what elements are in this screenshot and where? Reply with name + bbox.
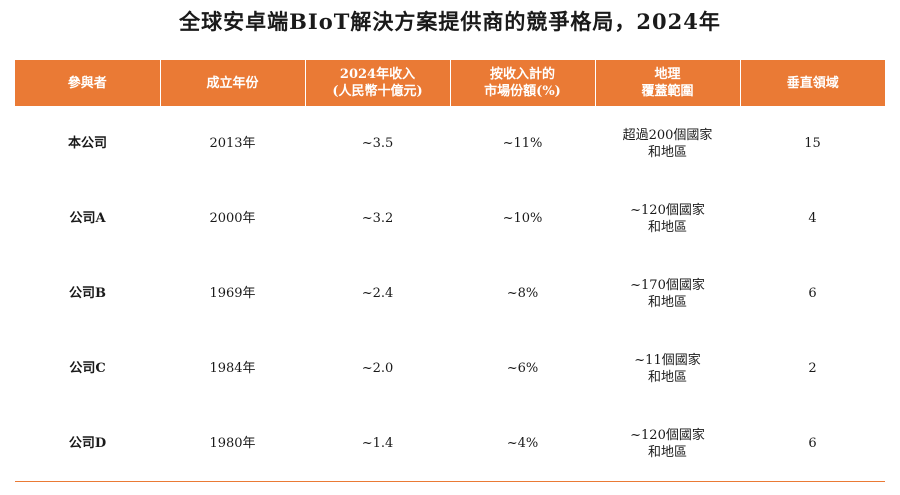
header-share-line-2: 市場份額(%)	[484, 84, 561, 99]
market-share-value: ~10%	[502, 211, 543, 226]
market-share-value: ~4%	[506, 436, 539, 451]
header-revenue-line-2: (人民幣十億元)	[332, 84, 423, 99]
geo-coverage: ~11個國家 和地區	[595, 331, 740, 406]
participant-name: 公司D	[68, 436, 107, 451]
participant-name: 公司B	[69, 286, 106, 301]
market-share-value: ~6%	[506, 361, 539, 376]
coverage-line-1: ~120個國家	[630, 202, 705, 218]
geo-coverage: ~120個國家 和地區	[595, 181, 740, 256]
coverage-line-1: ~11個國家	[634, 352, 701, 368]
header-participant-line-1: 參與者	[67, 75, 107, 91]
geo-coverage: ~120個國家 和地區	[595, 406, 740, 481]
header-coverage-line-1: 地理	[654, 67, 681, 82]
coverage-line-2: 和地區	[647, 369, 687, 385]
coverage-line-2: 和地區	[647, 444, 687, 460]
header-revenue-line-1: 2024年收入	[339, 67, 416, 82]
header-founded-year: 成立年份	[159, 60, 305, 106]
coverage-line-2: 和地區	[647, 294, 687, 310]
participant-name: 公司A	[69, 211, 106, 226]
header-participant: 參與者	[15, 60, 160, 106]
coverage-line-2: 和地區	[647, 144, 687, 160]
coverage-line-2: 和地區	[647, 219, 687, 235]
table-row: 公司B 1969年 ~2.4 ~8% ~170個國家 和地區 6	[15, 256, 885, 331]
header-founded-line-1: 成立年份	[206, 75, 259, 91]
competition-table: 參與者 成立年份 2024年收入 (人民幣十億元) 按收入計的 市場份額(%) …	[15, 60, 885, 481]
header-market-share: 按收入計的 市場份額(%)	[449, 60, 595, 106]
verticals-count: 2	[808, 361, 817, 376]
coverage-line-1: 超過200個國家	[622, 127, 713, 143]
page-title: 全球安卓端BIoT解決方案提供商的競爭格局，2024年	[179, 9, 721, 34]
revenue-value: ~1.4	[361, 436, 394, 451]
founded-year: 1984年	[209, 361, 256, 376]
header-revenue: 2024年收入 (人民幣十億元)	[304, 60, 450, 106]
market-share-value: ~8%	[506, 286, 539, 301]
table-row: 本公司 2013年 ~3.5 ~11% 超過200個國家 和地區 15	[15, 106, 885, 181]
revenue-value: ~3.2	[361, 211, 394, 226]
verticals-count: 6	[808, 286, 817, 301]
verticals-count: 15	[804, 136, 821, 151]
header-share-line-1: 按收入計的	[489, 67, 555, 82]
coverage-line-1: ~120個國家	[630, 427, 705, 443]
founded-year: 2000年	[209, 211, 256, 226]
founded-year: 2013年	[209, 136, 256, 151]
geo-coverage: 超過200個國家 和地區	[595, 106, 740, 181]
table-row: 公司D 1980年 ~1.4 ~4% ~120個國家 和地區 6	[15, 406, 885, 481]
participant-name: 本公司	[67, 136, 107, 151]
verticals-count: 6	[808, 436, 817, 451]
founded-year: 1980年	[209, 436, 256, 451]
table-row: 公司A 2000年 ~3.2 ~10% ~120個國家 和地區 4	[15, 181, 885, 256]
market-share-value: ~11%	[502, 136, 543, 151]
revenue-value: ~2.4	[361, 286, 394, 301]
coverage-line-1: ~170個國家	[630, 277, 705, 293]
founded-year: 1969年	[209, 286, 256, 301]
header-row: 參與者 成立年份 2024年收入 (人民幣十億元) 按收入計的 市場份額(%) …	[15, 60, 885, 106]
verticals-count: 4	[808, 211, 817, 226]
revenue-value: ~3.5	[361, 136, 394, 151]
revenue-value: ~2.0	[361, 361, 394, 376]
header-verticals-line-1: 垂直領域	[786, 75, 839, 91]
table-row: 公司C 1984年 ~2.0 ~6% ~11個國家 和地區 2	[15, 331, 885, 406]
header-verticals: 垂直領域	[739, 60, 885, 106]
geo-coverage: ~170個國家 和地區	[595, 256, 740, 331]
header-geo-coverage: 地理 覆蓋範圍	[594, 60, 740, 106]
header-coverage-line-2: 覆蓋範圍	[641, 84, 694, 99]
bottom-divider	[15, 481, 885, 482]
participant-name: 公司C	[69, 361, 106, 376]
